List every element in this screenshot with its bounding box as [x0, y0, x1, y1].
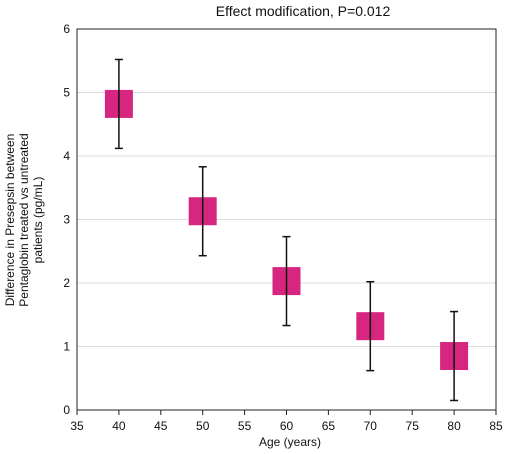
y-tick-label-2: 2 — [63, 276, 70, 290]
data-marks — [104, 58, 469, 402]
x-tick-label-35: 35 — [70, 419, 84, 433]
x-tick-label-50: 50 — [196, 419, 210, 433]
x-tick-label-60: 60 — [280, 419, 294, 433]
y-tick-label-5: 5 — [63, 86, 70, 100]
x-tick-label-75: 75 — [406, 419, 420, 433]
y-tick-label-1: 1 — [63, 340, 70, 354]
x-tick-label-40: 40 — [112, 419, 126, 433]
x-tick-label-45: 45 — [154, 419, 168, 433]
x-axis-label: Age (years) — [259, 435, 321, 449]
x-tick-label-55: 55 — [238, 419, 252, 433]
y-axis-label: Difference in Presepsin between Pentaglo… — [3, 133, 45, 306]
y-tick-label-0: 0 — [63, 403, 70, 417]
y-tick-label-4: 4 — [63, 149, 70, 163]
x-tick-label-85: 85 — [489, 419, 503, 433]
y-tick-label-6: 6 — [63, 22, 70, 36]
y-tick-label-3: 3 — [63, 213, 70, 227]
x-tick-label-70: 70 — [364, 419, 378, 433]
x-tick-label-65: 65 — [322, 419, 336, 433]
y-axis-label-line-2: Pentaglobin treated vs untreated — [17, 133, 31, 306]
chart-title: Effect modification, P=0.012 — [216, 3, 391, 19]
y-axis-label-line-1: Difference in Presepsin between — [3, 134, 17, 307]
y-axis-label-line-3: patients (pg/mL) — [31, 177, 45, 264]
grid-lines — [77, 92, 496, 347]
x-tick-label-80: 80 — [447, 419, 461, 433]
